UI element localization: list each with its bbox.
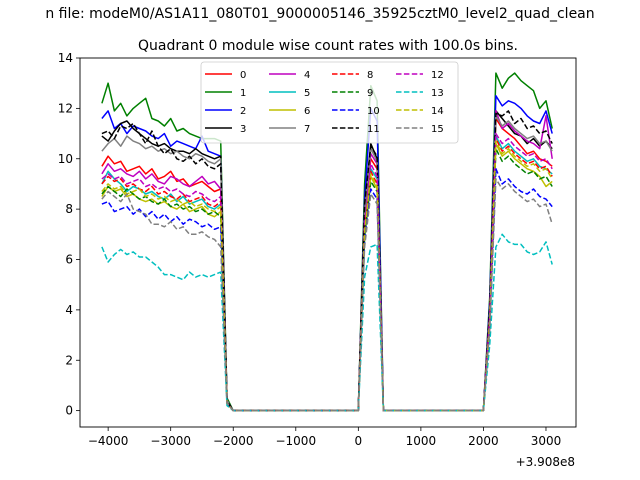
legend-label: 4 bbox=[304, 70, 310, 81]
legend-entry-9[interactable]: 9 bbox=[332, 88, 373, 99]
legend-entry-12[interactable]: 12 bbox=[396, 70, 444, 81]
legend-label: 14 bbox=[431, 106, 444, 117]
legend-entry-14[interactable]: 14 bbox=[396, 106, 444, 117]
series-line-15 bbox=[101, 178, 553, 412]
plot-area-frame bbox=[79, 57, 577, 428]
legend-label: 6 bbox=[304, 106, 310, 117]
series-line-6 bbox=[101, 142, 553, 412]
legend-entry-15[interactable]: 15 bbox=[396, 124, 444, 135]
legend-label: 11 bbox=[367, 124, 380, 135]
legend-entry-4[interactable]: 4 bbox=[269, 70, 310, 81]
series-line-4 bbox=[101, 110, 553, 412]
legend-entry-5[interactable]: 5 bbox=[269, 88, 310, 99]
legend-entry-13[interactable]: 13 bbox=[396, 88, 444, 99]
legend-label: 1 bbox=[240, 88, 246, 99]
legend-entry-2[interactable]: 2 bbox=[205, 106, 246, 117]
series-line-11 bbox=[101, 110, 553, 412]
series-line-12 bbox=[101, 132, 553, 412]
y-tick-label: 0 bbox=[65, 404, 73, 418]
legend-entry-10[interactable]: 10 bbox=[332, 106, 380, 117]
legend-entry-1[interactable]: 1 bbox=[205, 88, 246, 99]
legend-label: 0 bbox=[240, 70, 246, 81]
legend-label: 15 bbox=[431, 124, 444, 135]
legend-entry-7[interactable]: 7 bbox=[269, 124, 310, 135]
figure-suptitle: n file: modeM0/AS1A11_080T01_9000005146_… bbox=[45, 6, 594, 22]
y-tick-label: 10 bbox=[58, 152, 73, 166]
legend-label: 3 bbox=[240, 124, 246, 135]
y-tick-label: 6 bbox=[65, 253, 73, 267]
legend-label: 10 bbox=[367, 106, 380, 117]
series-line-7 bbox=[101, 115, 553, 412]
chart-title: Quadrant 0 module wise count rates with … bbox=[138, 38, 518, 54]
legend-label: 13 bbox=[431, 88, 444, 99]
x-axis-offset-label: +3.908e8 bbox=[516, 455, 575, 469]
series-line-3 bbox=[101, 110, 553, 412]
y-axis: 0 2 4 6 8 10 12 14 bbox=[58, 51, 80, 418]
series-line-0 bbox=[101, 117, 553, 412]
series-line-8 bbox=[101, 137, 553, 412]
x-tick-label: −4000 bbox=[88, 434, 129, 448]
x-tick-label: 0 bbox=[355, 434, 363, 448]
x-tick-label: −3000 bbox=[150, 434, 191, 448]
legend-label: 8 bbox=[367, 70, 373, 81]
legend-label: 5 bbox=[304, 88, 310, 99]
x-tick-label: 3000 bbox=[531, 434, 562, 448]
legend-entry-8[interactable]: 8 bbox=[332, 70, 373, 81]
y-tick-label: 12 bbox=[58, 101, 73, 115]
legend-entry-3[interactable]: 3 bbox=[205, 124, 246, 135]
series-line-14 bbox=[101, 140, 553, 412]
y-tick-label: 4 bbox=[65, 303, 73, 317]
legend-frame bbox=[200, 61, 459, 144]
x-tick-label: −1000 bbox=[275, 434, 316, 448]
y-tick-label: 2 bbox=[65, 353, 73, 367]
series-layer bbox=[101, 72, 553, 412]
legend-entry-0[interactable]: 0 bbox=[205, 70, 246, 81]
x-tick-label: 2000 bbox=[468, 434, 499, 448]
x-tick-label: 1000 bbox=[406, 434, 437, 448]
series-line-9 bbox=[101, 147, 553, 412]
legend-label: 9 bbox=[367, 88, 373, 99]
y-tick-label: 8 bbox=[65, 202, 73, 216]
x-tick-label: −2000 bbox=[213, 434, 254, 448]
legend-label: 2 bbox=[240, 106, 246, 117]
x-axis: −4000 −3000 −2000 −1000 0 1000 2000 3000 bbox=[88, 427, 561, 448]
legend-entry-11[interactable]: 11 bbox=[332, 124, 380, 135]
legend-label: 7 bbox=[304, 124, 310, 135]
legend-entry-6[interactable]: 6 bbox=[269, 106, 310, 117]
legend-label: 12 bbox=[431, 70, 444, 81]
y-tick-label: 14 bbox=[58, 51, 73, 65]
